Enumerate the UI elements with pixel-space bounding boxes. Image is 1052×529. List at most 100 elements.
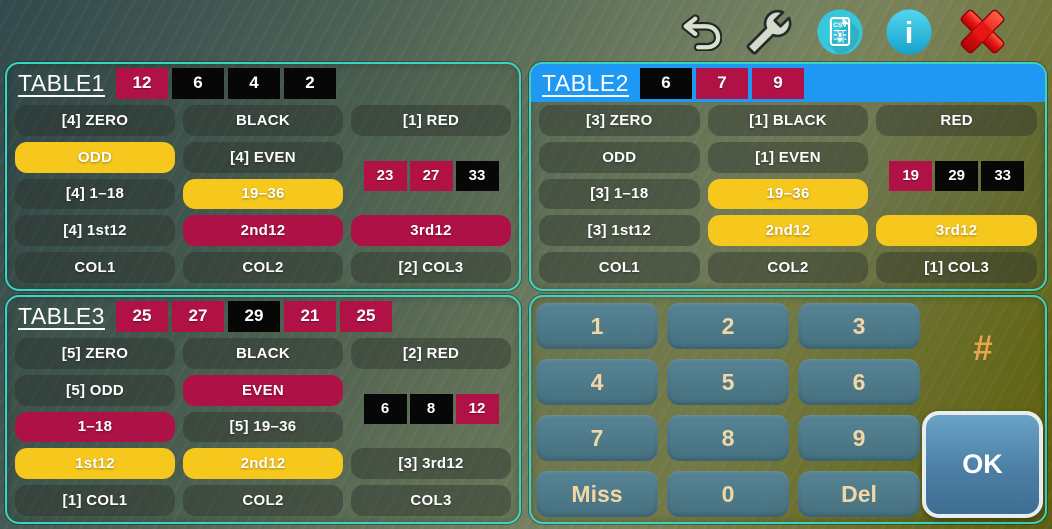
bet-button-1-18[interactable]: [3] 1–18 (539, 178, 700, 210)
table1-header: TABLE1 12 6 4 2 (11, 64, 515, 102)
bet-button-col3[interactable]: [2] COL3 (351, 252, 511, 283)
key-6[interactable]: 6 (798, 359, 920, 405)
bet-button-odd[interactable]: ODD (15, 141, 175, 173)
history-chip: 4 (227, 67, 280, 99)
csv-file-icon: CSV (816, 8, 864, 59)
bet-button-1st12[interactable]: [3] 1st12 (539, 215, 700, 247)
toolbar: CSV i (680, 5, 1011, 61)
keypad-keys: 1 2 3 4 5 6 7 8 9 Miss 0 Del (536, 303, 920, 517)
bet-button-red[interactable]: [1] RED (351, 105, 511, 136)
number-chip: 27 (409, 160, 453, 191)
key-7[interactable]: 7 (536, 415, 658, 461)
table3-panel: TABLE3 25 27 29 21 25 [5] ZERO BLACK [2]… (5, 295, 521, 524)
table3-title[interactable]: TABLE3 (18, 302, 105, 329)
bet-button-col3[interactable]: [1] COL3 (876, 252, 1037, 283)
bet-button-col1[interactable]: COL1 (15, 252, 175, 283)
bet-button-col2[interactable]: COL2 (183, 252, 343, 283)
bet-button-3rd12[interactable]: 3rd12 (876, 215, 1037, 247)
table2-header: TABLE2 6 7 9 (531, 64, 1045, 102)
key-3[interactable]: 3 (798, 303, 920, 349)
hash-label: # (973, 329, 993, 368)
number-chip: 33 (455, 160, 499, 191)
bet-button-black[interactable]: BLACK (183, 105, 343, 136)
bet-button-col3[interactable]: COL3 (351, 485, 511, 516)
key-1[interactable]: 1 (536, 303, 658, 349)
bet-button-2nd12[interactable]: 2nd12 (183, 448, 343, 480)
bet-button-black[interactable]: BLACK (183, 338, 343, 369)
table1-title[interactable]: TABLE1 (18, 69, 105, 96)
history-chip: 25 (115, 300, 168, 332)
bet-button-col2[interactable]: COL2 (707, 252, 869, 283)
number-chip: 29 (935, 160, 979, 191)
info-icon: i (886, 9, 932, 58)
table1-recent-numbers: 23 27 33 (347, 139, 515, 213)
settings-button[interactable] (744, 9, 794, 58)
bet-button-black[interactable]: [1] BLACK (707, 105, 869, 136)
bet-button-1st12[interactable]: 1st12 (15, 448, 175, 480)
info-button[interactable]: i (886, 9, 932, 58)
bet-button-zero[interactable]: [4] ZERO (15, 105, 175, 136)
bet-button-1st12[interactable]: [4] 1st12 (15, 215, 175, 247)
bet-button-red[interactable]: RED (876, 105, 1037, 136)
history-chip: 21 (283, 300, 336, 332)
key-del[interactable]: Del (798, 471, 920, 517)
key-5[interactable]: 5 (667, 359, 789, 405)
bet-button-19-36[interactable]: 19–36 (707, 178, 869, 210)
table2-history: 6 7 9 (639, 67, 804, 99)
bet-button-1-18[interactable]: 1–18 (15, 411, 175, 443)
key-0[interactable]: 0 (667, 471, 789, 517)
key-miss[interactable]: Miss (536, 471, 658, 517)
key-4[interactable]: 4 (536, 359, 658, 405)
svg-text:i: i (905, 15, 914, 50)
bet-button-odd[interactable]: [5] ODD (15, 374, 175, 406)
table3-history: 25 27 29 21 25 (115, 300, 392, 332)
close-button[interactable] (954, 5, 1011, 61)
number-chip: 19 (889, 160, 933, 191)
bet-button-3rd12[interactable]: 3rd12 (351, 215, 511, 247)
number-chip: 8 (409, 393, 453, 424)
table1-bet-grid: [4] ZERO BLACK [1] RED ODD [4] EVEN 23 2… (11, 102, 515, 286)
number-chip: 23 (363, 160, 407, 191)
number-chip: 12 (455, 393, 499, 424)
history-chip: 6 (171, 67, 224, 99)
bet-button-even[interactable]: [4] EVEN (183, 141, 343, 173)
bet-button-even[interactable]: [1] EVEN (707, 141, 869, 173)
number-chip: 6 (363, 393, 407, 424)
bet-button-1-18[interactable]: [4] 1–18 (15, 178, 175, 210)
bet-button-2nd12[interactable]: 2nd12 (183, 215, 343, 247)
history-chip: 29 (227, 300, 280, 332)
keypad-panel: 1 2 3 4 5 6 7 8 9 Miss 0 Del # OK (529, 295, 1047, 524)
bet-button-3rd12[interactable]: [3] 3rd12 (351, 448, 511, 480)
history-chip: 2 (283, 67, 336, 99)
bet-button-19-36[interactable]: [5] 19–36 (183, 411, 343, 443)
table2-bet-grid: [3] ZERO [1] BLACK RED ODD [1] EVEN 19 2… (535, 102, 1041, 286)
key-8[interactable]: 8 (667, 415, 789, 461)
table2-recent-numbers: 19 29 33 (872, 139, 1041, 213)
bet-button-zero[interactable]: [3] ZERO (539, 105, 700, 136)
bet-button-col1[interactable]: [1] COL1 (15, 485, 175, 516)
key-9[interactable]: 9 (798, 415, 920, 461)
table3-recent-numbers: 6 8 12 (347, 372, 515, 446)
bet-button-red[interactable]: [2] RED (351, 338, 511, 369)
bet-button-even[interactable]: EVEN (183, 374, 343, 406)
key-2[interactable]: 2 (667, 303, 789, 349)
history-chip: 7 (695, 67, 748, 99)
bet-button-2nd12[interactable]: 2nd12 (707, 215, 869, 247)
bet-button-col1[interactable]: COL1 (539, 252, 700, 283)
bet-button-odd[interactable]: ODD (539, 141, 700, 173)
history-chip: 9 (751, 67, 804, 99)
undo-button[interactable] (680, 13, 723, 54)
bet-button-19-36[interactable]: 19–36 (183, 178, 343, 210)
bet-button-zero[interactable]: [5] ZERO (15, 338, 175, 369)
export-csv-button[interactable]: CSV (816, 8, 864, 59)
ok-button[interactable]: OK (922, 411, 1043, 518)
table1-panel: TABLE1 12 6 4 2 [4] ZERO BLACK [1] RED O… (5, 62, 521, 291)
wrench-icon (744, 9, 794, 58)
bet-button-col2[interactable]: COL2 (183, 485, 343, 516)
svg-text:CSV: CSV (833, 22, 847, 29)
number-chip: 33 (981, 160, 1025, 191)
table1-history: 12 6 4 2 (115, 67, 336, 99)
history-chip: 25 (339, 300, 392, 332)
table2-title[interactable]: TABLE2 (542, 69, 629, 96)
table3-bet-grid: [5] ZERO BLACK [2] RED [5] ODD EVEN 6 8 … (11, 335, 515, 519)
